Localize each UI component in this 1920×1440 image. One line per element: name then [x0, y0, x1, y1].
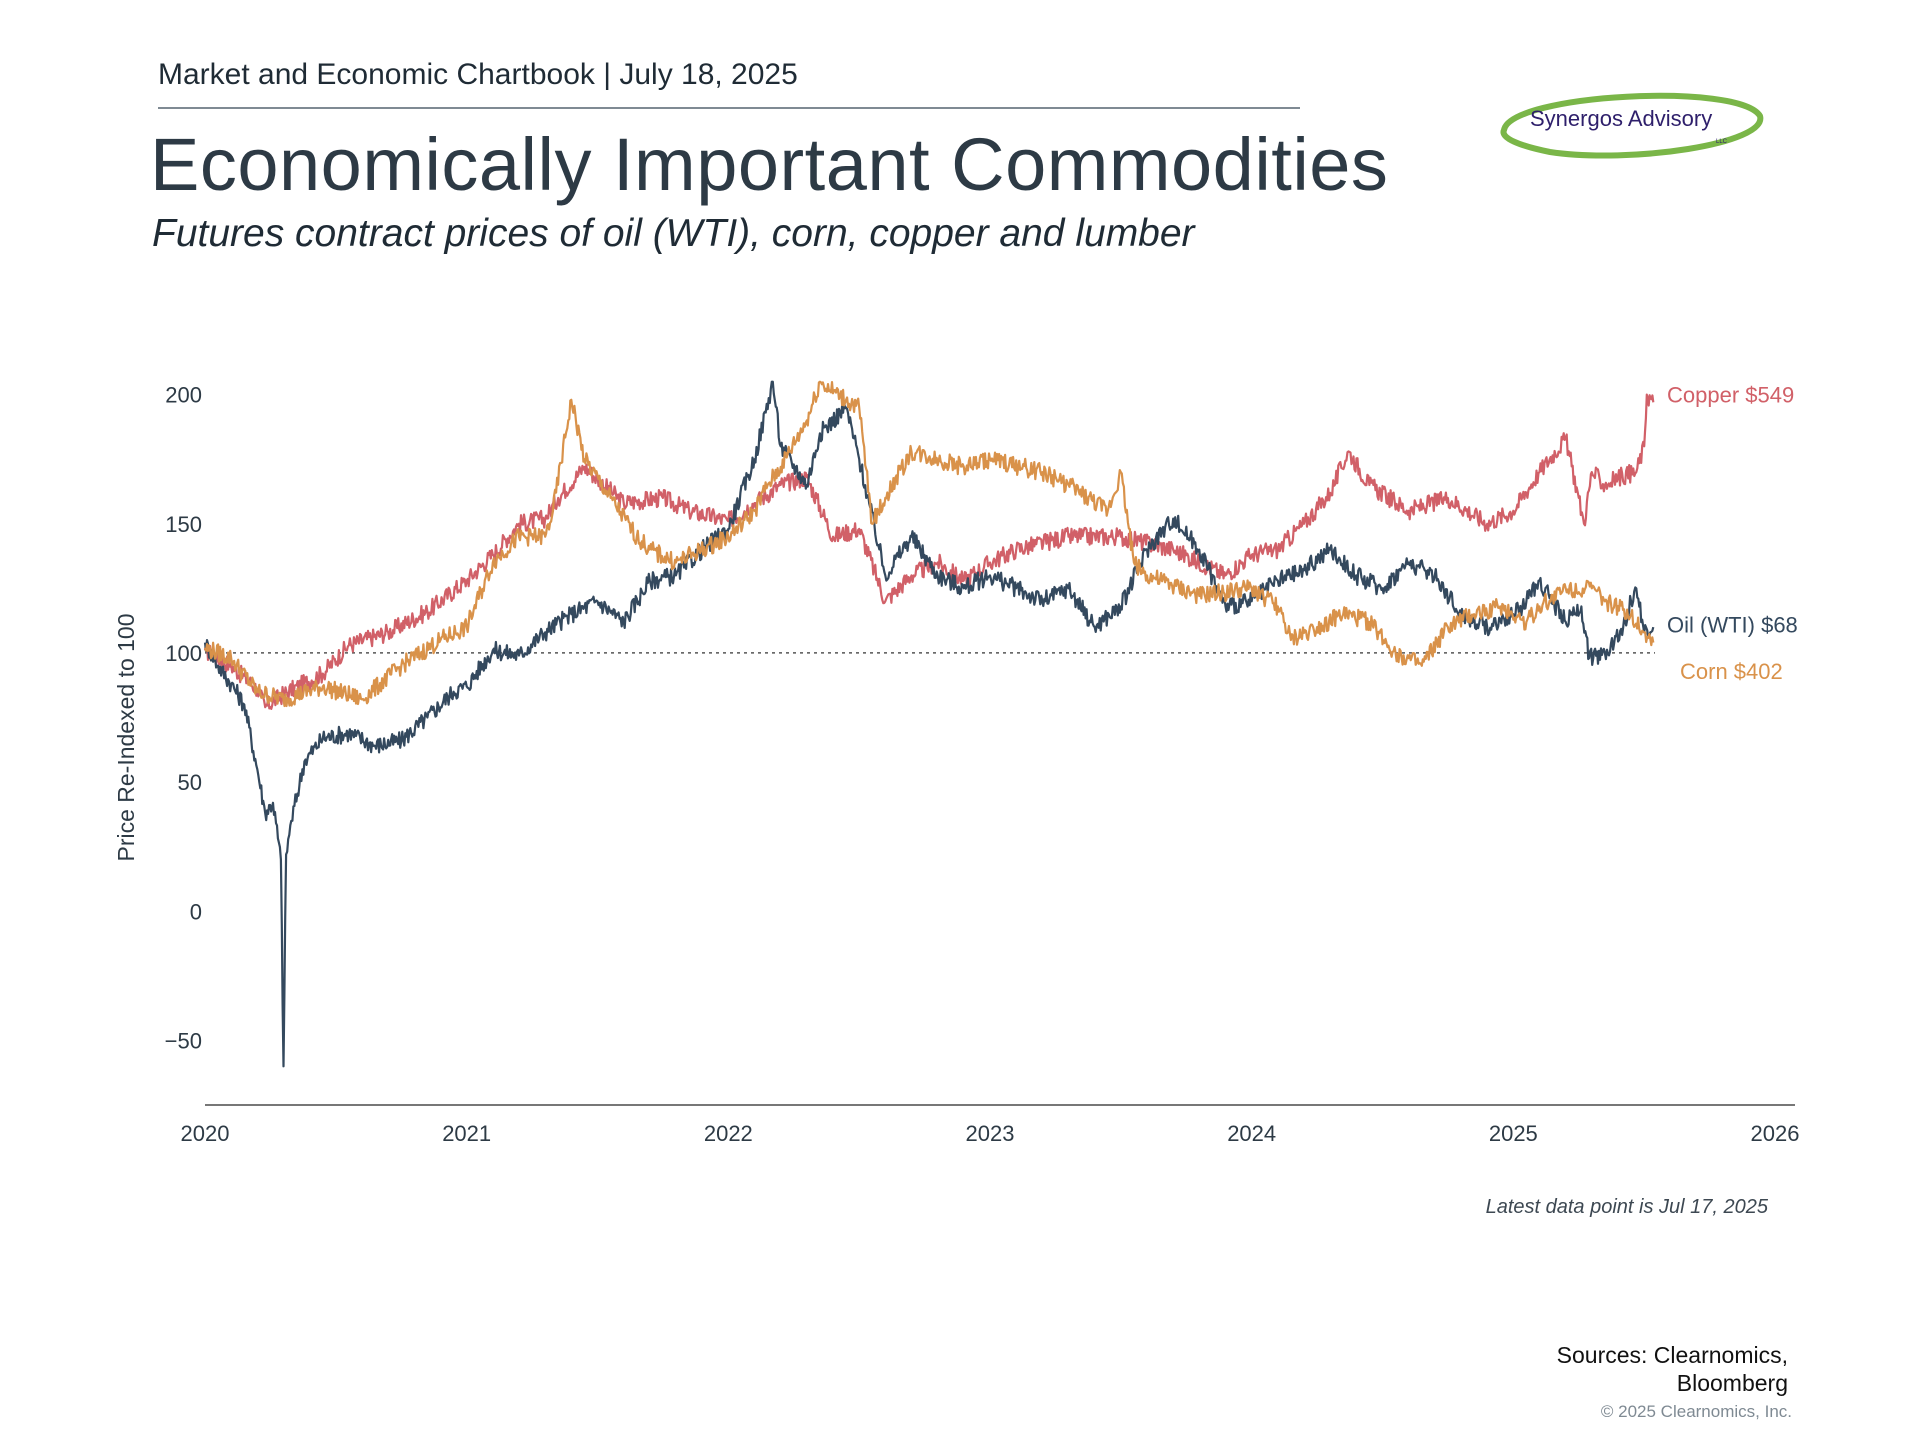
x-tick-label: 2025	[1489, 1121, 1538, 1146]
page-subtitle: Futures contract prices of oil (WTI), co…	[152, 212, 1195, 255]
x-tick-label: 2026	[1751, 1121, 1800, 1146]
series-line-copper	[203, 393, 1655, 710]
x-tick-label: 2021	[442, 1121, 491, 1146]
page-title: Economically Important Commodities	[150, 123, 1389, 206]
logo-name: Synergos Advisory	[1530, 106, 1712, 131]
series-end-label: Corn $402	[1680, 659, 1783, 684]
series-end-label: Oil (WTI) $68	[1667, 613, 1798, 638]
y-tick-label: 50	[178, 770, 202, 795]
y-axis-label: Price Re-Indexed to 100	[113, 613, 139, 861]
y-tick-label: −50	[165, 1028, 202, 1053]
chart-end-labels: Copper $549 Oil (WTI) $68 Corn $402	[1667, 383, 1798, 684]
x-tick-label: 2023	[966, 1121, 1015, 1146]
sources-line-1: Sources: Clearnomics,	[1556, 1342, 1788, 1368]
series-line-corn	[203, 380, 1655, 708]
synergos-logo: Synergos Advisory LLC	[1500, 92, 1764, 159]
y-tick-label: 150	[165, 512, 202, 537]
x-tick-label: 2020	[181, 1121, 230, 1146]
series-line-oil-wti	[203, 380, 1655, 1068]
x-tick-label: 2022	[704, 1121, 753, 1146]
sources-line-2: Bloomberg	[1676, 1370, 1788, 1396]
y-tick-label: 200	[165, 383, 202, 408]
y-tick-label: 0	[190, 899, 202, 924]
logo-ring-icon	[1500, 92, 1764, 159]
copyright-text: © 2025 Clearnomics, Inc.	[1600, 1402, 1792, 1421]
chart-axes: 2020 2021 2022 2023 2024 2025 2026 200 150 100 50 0…	[113, 383, 1799, 1146]
chartbook-header: Market and Economic Chartbook | July 18,…	[158, 58, 798, 91]
chart-series	[203, 380, 1655, 1068]
y-tick-label: 100	[165, 641, 202, 666]
logo-suffix: LLC	[1716, 139, 1728, 145]
series-end-label: Copper $549	[1667, 383, 1794, 408]
latest-data-note: Latest data point is Jul 17, 2025	[1485, 1196, 1768, 1218]
sources-text: Sources: Clearnomics, Bloomberg	[1557, 1341, 1788, 1397]
x-tick-label: 2024	[1227, 1121, 1276, 1146]
header-divider	[158, 107, 1300, 109]
